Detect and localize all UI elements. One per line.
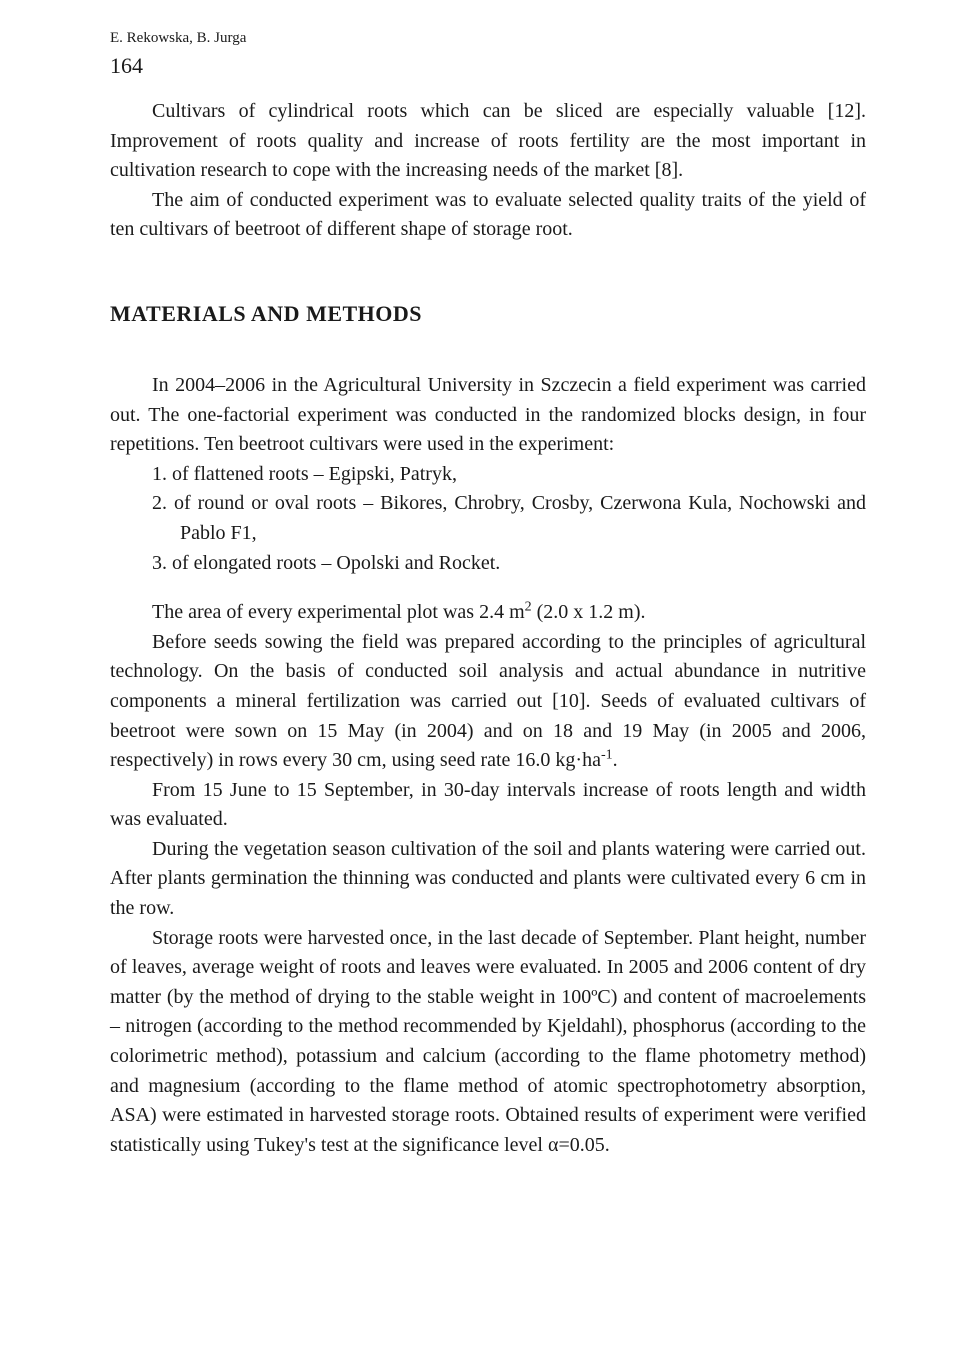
sowing-text-pre: Before seeds sowing the field was prepar…: [110, 631, 866, 771]
methods-paragraph-3: Before seeds sowing the field was prepar…: [110, 628, 866, 776]
intro-paragraph-2: The aim of conducted experiment was to e…: [110, 186, 866, 245]
plot-area-text-post: (2.0 x 1.2 m).: [532, 601, 646, 623]
per-hectare-superscript: -1: [601, 747, 613, 762]
plot-area-text-pre: The area of every experimental plot was …: [152, 601, 525, 623]
running-head: E. Rekowska, B. Jurga: [110, 30, 866, 47]
section-heading-materials-methods: MATERIALS AND METHODS: [110, 301, 866, 327]
squared-superscript: 2: [525, 599, 532, 614]
cultivar-list-item-3: 3. of elongated roots – Opolski and Rock…: [110, 549, 866, 579]
cultivar-list-item-1: 1. of flattened roots – Egipski, Patryk,: [110, 460, 866, 490]
methods-paragraph-2: The area of every experimental plot was …: [110, 598, 866, 628]
sowing-text-post: .: [613, 749, 618, 771]
cultivar-list-item-2: 2. of round or oval roots – Bikores, Chr…: [110, 489, 866, 548]
page-number: 164: [110, 53, 866, 79]
spacer: [110, 578, 866, 598]
methods-paragraph-4: From 15 June to 15 September, in 30-day …: [110, 776, 866, 835]
page-container: E. Rekowska, B. Jurga 164 Cultivars of c…: [0, 0, 960, 1220]
methods-paragraph-6: Storage roots were harvested once, in th…: [110, 924, 866, 1161]
intro-paragraph-1: Cultivars of cylindrical roots which can…: [110, 97, 866, 186]
methods-paragraph-1: In 2004–2006 in the Agricultural Univers…: [110, 371, 866, 460]
methods-paragraph-5: During the vegetation season cultivation…: [110, 835, 866, 924]
